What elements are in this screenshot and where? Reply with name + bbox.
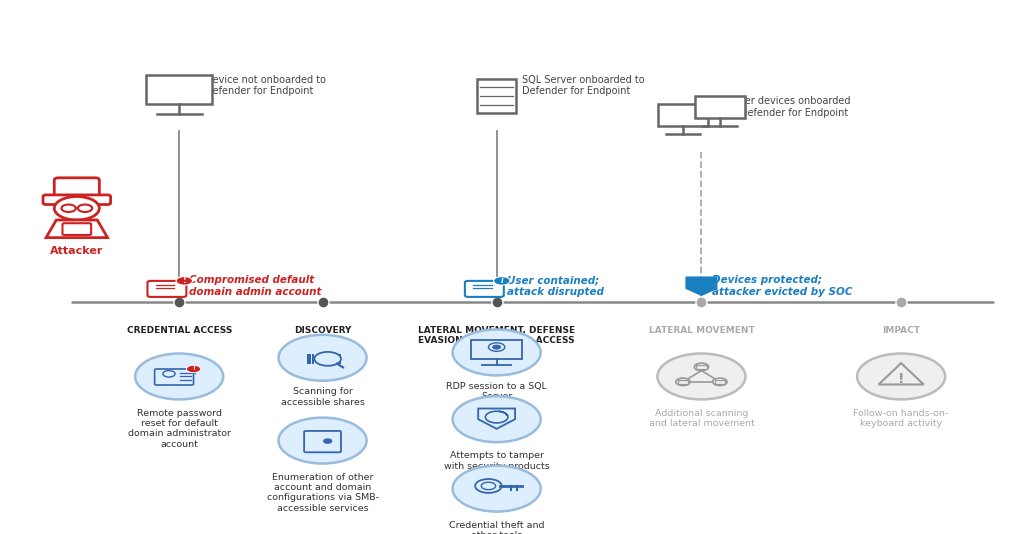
Circle shape [493,345,501,349]
Circle shape [857,354,945,399]
Circle shape [488,343,505,351]
Text: RDP session to a SQL
Server: RDP session to a SQL Server [446,382,547,401]
Text: Additional scanning
and lateral movement: Additional scanning and lateral movement [648,409,755,428]
Polygon shape [686,277,717,295]
Circle shape [135,354,223,399]
Text: Remote password
reset for default
domain administrator
account: Remote password reset for default domain… [128,409,230,449]
Circle shape [713,378,727,386]
FancyBboxPatch shape [155,369,194,385]
Text: Scanning for
accessible shares: Scanning for accessible shares [281,387,365,406]
Circle shape [453,329,541,375]
Text: CREDENTIAL ACCESS: CREDENTIAL ACCESS [127,326,231,335]
Circle shape [453,396,541,442]
Circle shape [176,277,193,285]
Circle shape [494,277,510,285]
Text: LATERAL MOVEMENT: LATERAL MOVEMENT [648,326,755,335]
Bar [333,354,335,364]
Text: DISCOVERY: DISCOVERY [294,326,351,335]
Bar [328,354,332,364]
Text: Compromised default
domain admin account: Compromised default domain admin account [189,276,322,297]
Circle shape [453,466,541,512]
FancyBboxPatch shape [696,365,707,369]
Circle shape [163,371,175,377]
Text: i: i [501,277,503,285]
FancyBboxPatch shape [477,78,516,114]
Polygon shape [879,363,924,384]
Circle shape [61,205,76,212]
Circle shape [186,365,201,373]
Text: !: ! [182,277,186,285]
Circle shape [475,479,502,493]
Bar [338,354,341,364]
Text: Devices protected;
attacker evicted by SOC: Devices protected; attacker evicted by S… [712,276,852,297]
FancyBboxPatch shape [147,281,186,297]
Text: !: ! [898,372,904,386]
Circle shape [676,378,690,386]
Text: Attacker: Attacker [50,246,103,256]
Bar [307,354,311,364]
Bar [323,354,325,364]
Circle shape [279,418,367,464]
Polygon shape [46,220,108,238]
FancyBboxPatch shape [471,340,522,359]
Circle shape [324,439,332,443]
Circle shape [694,363,709,371]
Circle shape [279,335,367,381]
FancyBboxPatch shape [145,75,213,105]
Text: Attempts to tamper
with security products: Attempts to tamper with security product… [443,451,550,470]
FancyBboxPatch shape [715,380,725,384]
FancyBboxPatch shape [304,431,341,452]
Text: User contained;
attack disrupted: User contained; attack disrupted [507,276,604,297]
Text: Device not onboarded to
Defender for Endpoint: Device not onboarded to Defender for End… [205,75,326,96]
FancyBboxPatch shape [43,195,111,205]
Polygon shape [478,409,515,429]
FancyBboxPatch shape [54,178,99,202]
Circle shape [78,205,92,212]
Text: Enumeration of other
account and domain
configurations via SMB-
accessible servi: Enumeration of other account and domain … [266,473,379,513]
Text: Follow-on hands-on-
keyboard activity: Follow-on hands-on- keyboard activity [853,409,949,428]
Text: !: ! [193,366,195,372]
Circle shape [54,197,99,220]
Circle shape [314,352,341,366]
Text: Credential theft and
other tools: Credential theft and other tools [449,521,545,534]
Text: Other devices onboarded
to Defender for Endpoint: Other devices onboarded to Defender for … [727,96,851,117]
Text: LATERAL MOVEMENT, DEFENSE
EVASION, CREDENTIAL ACCESS: LATERAL MOVEMENT, DEFENSE EVASION, CREDE… [418,326,575,345]
Circle shape [657,354,745,399]
Bar [317,354,323,364]
Bar [312,354,314,364]
FancyBboxPatch shape [658,104,708,127]
FancyBboxPatch shape [678,380,688,384]
FancyBboxPatch shape [465,281,504,297]
Circle shape [481,482,496,490]
Text: SQL Server onboarded to
Defender for Endpoint: SQL Server onboarded to Defender for End… [522,75,645,96]
FancyBboxPatch shape [62,223,91,235]
FancyBboxPatch shape [695,96,744,119]
Text: IMPACT: IMPACT [882,326,921,335]
